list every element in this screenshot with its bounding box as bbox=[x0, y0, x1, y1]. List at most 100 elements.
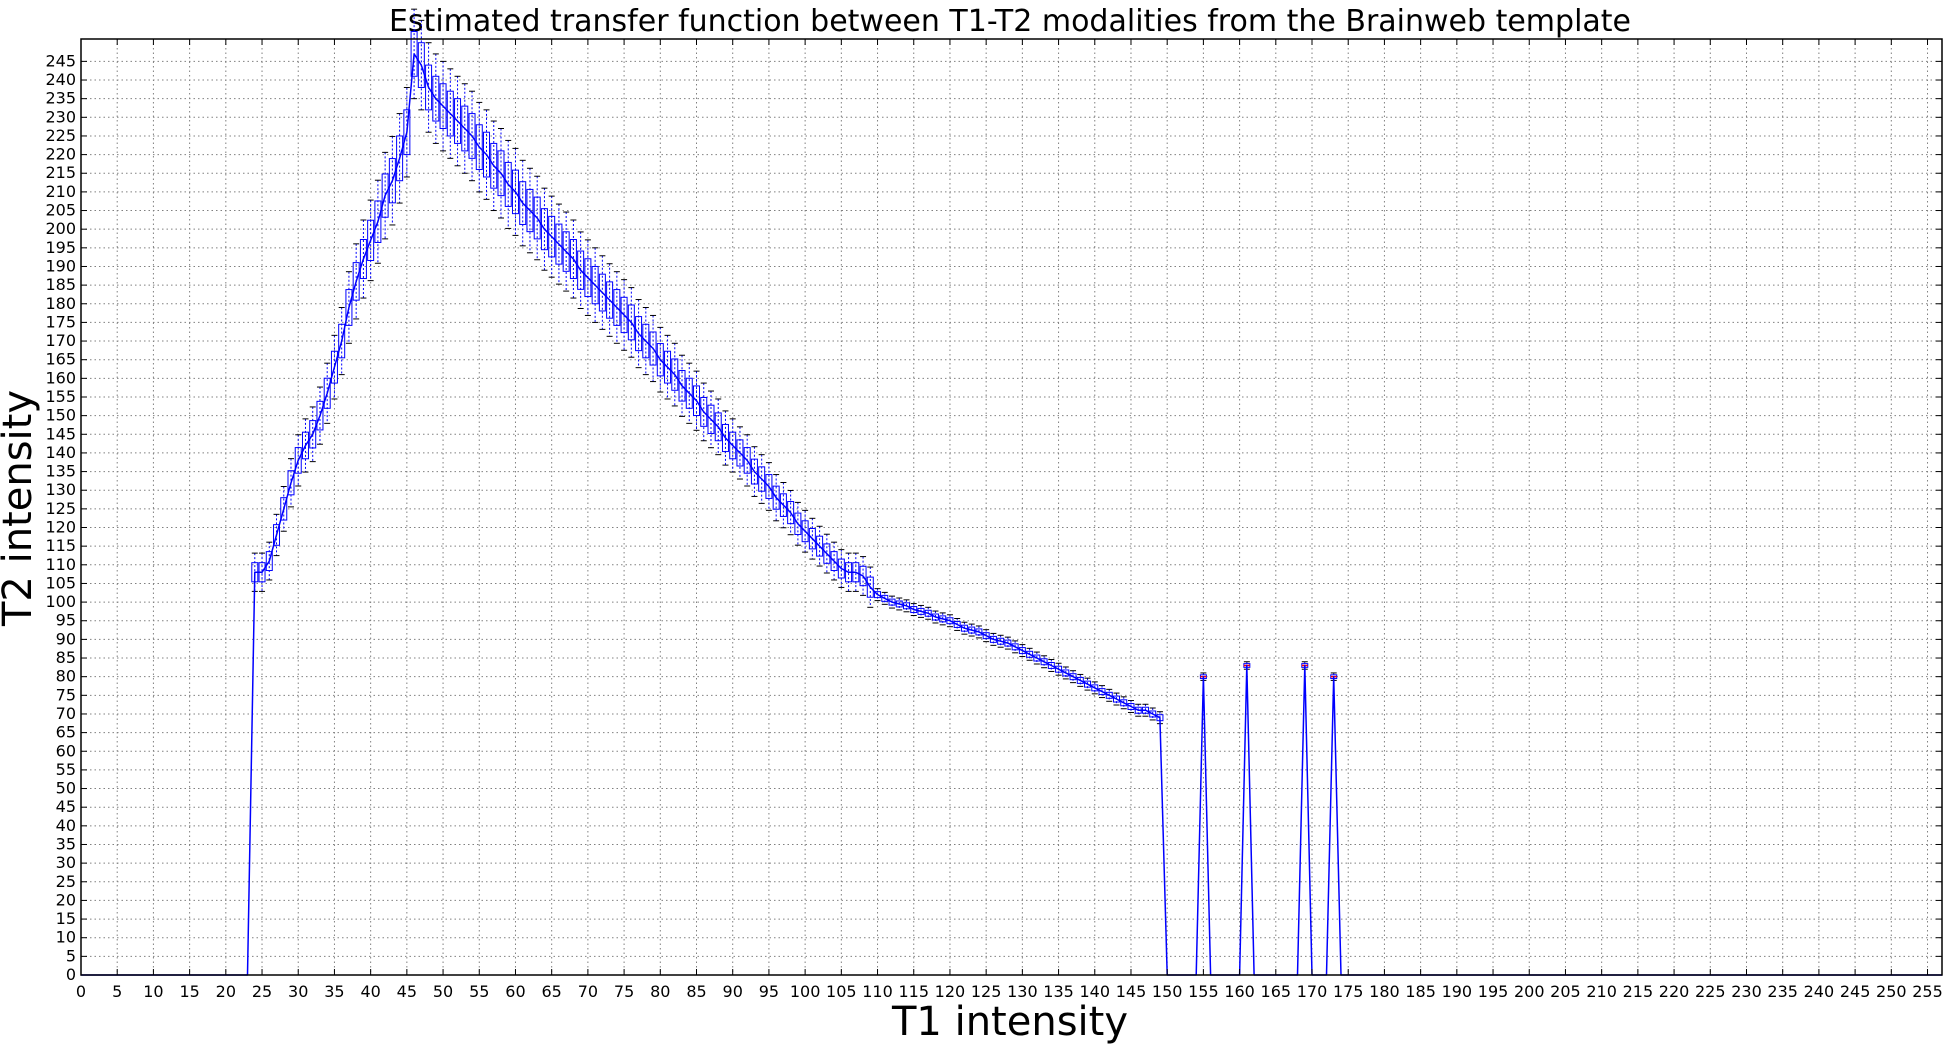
box bbox=[606, 281, 614, 319]
y-tick-label: 185 bbox=[45, 275, 76, 294]
box bbox=[359, 239, 367, 280]
box bbox=[410, 31, 418, 77]
box bbox=[627, 304, 635, 341]
x-tick-label: 220 bbox=[1659, 982, 1690, 1001]
x-tick-label: 10 bbox=[143, 982, 163, 1001]
box bbox=[569, 239, 577, 280]
y-tick-label: 50 bbox=[56, 779, 76, 798]
y-tick-label: 140 bbox=[45, 443, 76, 462]
x-tick-label: 210 bbox=[1586, 982, 1617, 1001]
x-tick-label: 50 bbox=[433, 982, 453, 1001]
box bbox=[425, 64, 433, 111]
box bbox=[1033, 654, 1041, 662]
y-tick-label: 95 bbox=[56, 611, 76, 630]
y-tick-label: 0 bbox=[66, 965, 76, 984]
y-tick-label: 75 bbox=[56, 685, 76, 704]
x-tick-label: 190 bbox=[1442, 982, 1473, 1001]
y-tick-label: 210 bbox=[45, 182, 76, 201]
box bbox=[490, 142, 498, 189]
x-tick-label: 180 bbox=[1369, 982, 1400, 1001]
box bbox=[729, 431, 737, 460]
x-tick-label: 105 bbox=[826, 982, 857, 1001]
box bbox=[693, 385, 701, 417]
y-tick-label: 30 bbox=[56, 853, 76, 872]
box bbox=[794, 512, 802, 535]
box bbox=[1011, 643, 1019, 651]
y-tick-label: 190 bbox=[45, 256, 76, 275]
grid-lines bbox=[80, 39, 1942, 976]
y-tick-label: 65 bbox=[56, 723, 76, 742]
box bbox=[345, 289, 353, 326]
x-tick-label: 35 bbox=[324, 982, 344, 1001]
box bbox=[758, 466, 766, 492]
x-tick-label: 0 bbox=[76, 982, 86, 1001]
x-tick-label: 135 bbox=[1043, 982, 1074, 1001]
box bbox=[294, 447, 302, 474]
box bbox=[432, 75, 440, 122]
box bbox=[352, 262, 360, 301]
box bbox=[721, 423, 729, 453]
box bbox=[1040, 658, 1048, 666]
y-tick-label: 5 bbox=[66, 946, 76, 965]
x-tick-label: 200 bbox=[1514, 982, 1545, 1001]
y-tick-label: 195 bbox=[45, 238, 76, 257]
x-tick-label: 115 bbox=[898, 982, 929, 1001]
box bbox=[874, 591, 882, 599]
box bbox=[555, 223, 563, 265]
x-tick-label: 150 bbox=[1152, 982, 1183, 1001]
y-tick-label: 15 bbox=[56, 909, 76, 928]
box bbox=[946, 617, 954, 625]
box bbox=[1149, 710, 1157, 718]
box bbox=[1026, 650, 1034, 658]
box bbox=[1112, 695, 1120, 703]
box bbox=[591, 265, 599, 305]
x-tick-label: 60 bbox=[505, 982, 525, 1001]
box bbox=[859, 565, 867, 587]
box bbox=[714, 412, 722, 442]
box bbox=[801, 520, 809, 543]
box bbox=[707, 404, 715, 435]
box bbox=[837, 558, 845, 579]
box bbox=[1062, 669, 1070, 677]
box bbox=[461, 105, 469, 152]
y-tick-label: 90 bbox=[56, 629, 76, 648]
box bbox=[635, 316, 643, 352]
box bbox=[808, 528, 816, 550]
x-tick-label: 15 bbox=[179, 982, 199, 1001]
box bbox=[1076, 676, 1084, 684]
y-tick-label: 70 bbox=[56, 704, 76, 723]
box bbox=[367, 219, 375, 262]
box bbox=[736, 439, 744, 467]
box bbox=[381, 173, 389, 218]
box bbox=[396, 135, 404, 182]
y-tick-label: 170 bbox=[45, 331, 76, 350]
x-tick-label: 70 bbox=[578, 982, 598, 1001]
x-tick-label: 45 bbox=[397, 982, 417, 1001]
box bbox=[1047, 662, 1055, 669]
box bbox=[823, 543, 831, 564]
x-tick-label: 185 bbox=[1405, 982, 1436, 1001]
y-tick-label: 125 bbox=[45, 499, 76, 518]
box bbox=[526, 188, 534, 233]
x-tick-label: 255 bbox=[1912, 982, 1943, 1001]
box bbox=[765, 474, 773, 499]
x-tick-label: 175 bbox=[1333, 982, 1364, 1001]
y-tick-label: 145 bbox=[45, 424, 76, 443]
box bbox=[468, 113, 476, 159]
y-tick-label: 235 bbox=[45, 89, 76, 108]
box bbox=[301, 431, 309, 460]
y-tick-label: 25 bbox=[56, 872, 76, 891]
x-tick-label: 80 bbox=[650, 982, 670, 1001]
x-tick-label: 170 bbox=[1297, 982, 1328, 1001]
box bbox=[338, 323, 346, 359]
box bbox=[750, 458, 758, 485]
x-tick-label: 240 bbox=[1804, 982, 1835, 1001]
x-tick-label: 145 bbox=[1116, 982, 1147, 1001]
box bbox=[700, 396, 708, 427]
x-tick-label: 95 bbox=[759, 982, 779, 1001]
box bbox=[265, 551, 273, 572]
box bbox=[598, 273, 606, 312]
box-whiskers bbox=[251, 8, 1338, 725]
y-tick-label: 240 bbox=[45, 70, 76, 89]
